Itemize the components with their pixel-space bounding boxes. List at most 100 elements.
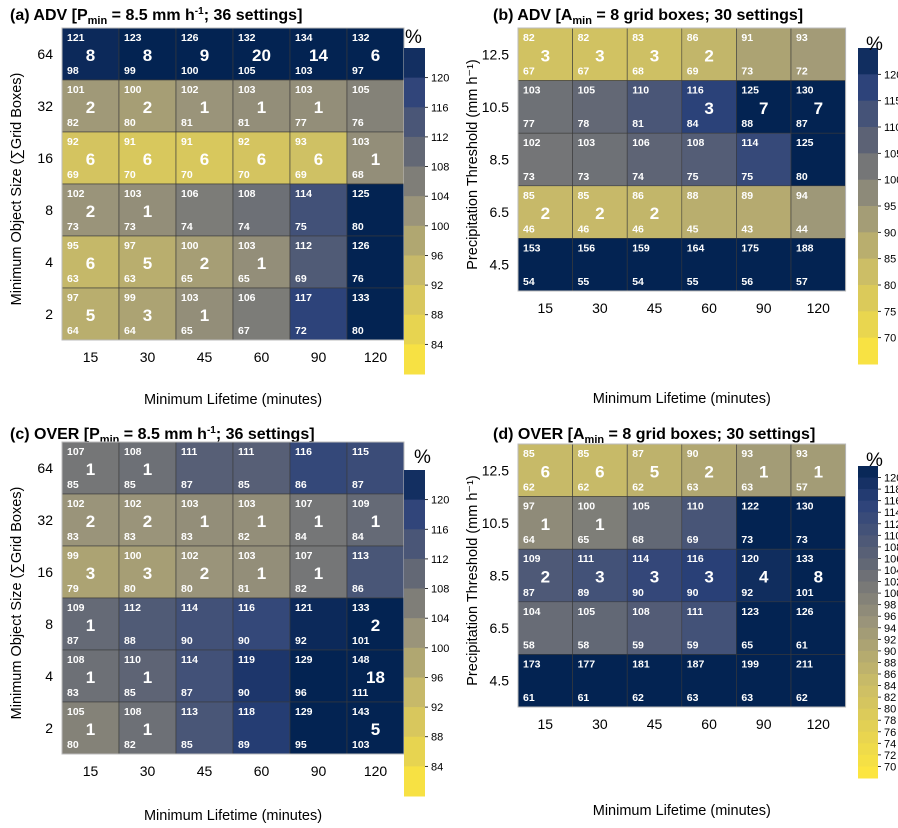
cell-top-value: 199 <box>741 658 759 670</box>
cell-bottom-value: 43 <box>741 223 753 235</box>
heatmap-cell <box>790 80 846 134</box>
colorbar-step <box>858 48 878 75</box>
heatmap-cell <box>517 496 573 550</box>
cell-top-value: 102 <box>181 550 199 562</box>
colorbar-step <box>858 477 878 490</box>
cell-top-value: 86 <box>687 32 699 44</box>
cell-bottom-value: 103 <box>352 739 370 751</box>
cell-count: 4 <box>759 568 769 587</box>
cell-count: 14 <box>309 46 328 65</box>
y-tick-label: 4.5 <box>490 673 510 689</box>
cell-top-value: 95 <box>67 240 79 252</box>
heatmap-cell <box>572 238 628 292</box>
colorbar-step <box>858 127 878 154</box>
colorbar-step <box>858 639 878 652</box>
cell-top-value: 82 <box>523 32 535 44</box>
cell-bottom-value: 59 <box>632 639 644 651</box>
cell-count: 3 <box>650 46 659 65</box>
colorbar-step <box>858 627 878 640</box>
y-tick-label: 16 <box>37 564 53 580</box>
cell-bottom-value: 70 <box>238 169 250 181</box>
cell-top-value: 85 <box>523 448 535 460</box>
cell-count: 1 <box>143 720 152 739</box>
cell-top-value: 148 <box>352 654 370 666</box>
cell-bottom-value: 67 <box>523 66 535 78</box>
colorbar-tick-label: 120 <box>431 73 449 85</box>
y-tick-label: 6.5 <box>490 620 510 636</box>
cell-top-value: 116 <box>238 602 255 614</box>
cell-top-value: 103 <box>238 84 256 96</box>
cell-bottom-value: 69 <box>67 169 79 181</box>
cell-bottom-value: 82 <box>67 117 79 129</box>
y-axis-label: Minimum Object Size (∑Grid Boxes) <box>9 73 25 306</box>
cell-bottom-value: 57 <box>796 482 808 494</box>
y-tick-label: 6.5 <box>490 204 510 220</box>
colorbar-step <box>404 588 425 619</box>
cell-top-value: 132 <box>352 32 370 44</box>
cell-top-value: 109 <box>67 602 85 614</box>
cell-top-value: 121 <box>67 32 85 44</box>
y-tick-label: 12.5 <box>482 462 509 478</box>
cell-top-value: 156 <box>578 242 596 254</box>
cell-bottom-value: 55 <box>578 276 590 288</box>
cell-count: 2 <box>86 512 95 531</box>
colorbar-step <box>404 166 425 197</box>
cell-top-value: 129 <box>295 654 313 666</box>
colorbar-tick-label: 100 <box>431 643 449 655</box>
heatmap-cell <box>736 238 792 292</box>
cell-top-value: 153 <box>523 242 541 254</box>
cell-bottom-value: 63 <box>687 482 699 494</box>
heatmap-cell <box>232 79 291 133</box>
cell-count: 2 <box>86 202 95 221</box>
heatmap-cell <box>572 132 628 187</box>
cell-top-value: 117 <box>295 292 312 304</box>
colorbar-unit-label: % <box>866 450 883 471</box>
y-tick-label: 12.5 <box>482 46 509 62</box>
heatmap-cell <box>681 548 737 603</box>
panel-title: (a) ADV [Pmin = 8.5 mm h-1; 36 settings] <box>10 6 302 27</box>
x-tick-label: 15 <box>538 716 554 732</box>
cell-count: 3 <box>143 564 152 583</box>
heatmap-cell <box>790 185 846 239</box>
x-tick-label: 90 <box>756 716 772 732</box>
cell-top-value: 118 <box>238 706 255 718</box>
cell-bottom-value: 87 <box>181 479 193 491</box>
colorbar-step <box>858 337 878 365</box>
cell-bottom-value: 73 <box>741 534 753 546</box>
colorbar-tick-label: 110 <box>884 530 898 542</box>
heatmap-cell <box>61 183 120 237</box>
y-tick-label: 8 <box>45 616 53 632</box>
cell-top-value: 100 <box>578 501 596 513</box>
cell-top-value: 108 <box>124 706 142 718</box>
cell-bottom-value: 103 <box>295 65 313 77</box>
heatmap-cell <box>736 80 792 134</box>
cell-top-value: 164 <box>687 242 705 254</box>
cell-bottom-value: 97 <box>352 65 364 77</box>
cell-top-value: 123 <box>741 606 759 618</box>
plot-frame <box>517 443 847 708</box>
cell-bottom-value: 69 <box>295 273 307 285</box>
cell-bottom-value: 77 <box>295 117 307 129</box>
y-tick-label: 4.5 <box>490 257 510 273</box>
colorbar-tick-label: 90 <box>884 646 896 658</box>
colorbar-unit-label: % <box>866 34 883 55</box>
cell-count: 7 <box>759 99 768 118</box>
colorbar-step <box>404 707 425 738</box>
colorbar-tick-label: 92 <box>431 280 443 292</box>
colorbar-tick-label: 105 <box>884 148 898 160</box>
cell-top-value: 112 <box>295 240 312 252</box>
colorbar-tick-label: 95 <box>884 201 896 213</box>
cell-count: 1 <box>371 512 380 531</box>
heatmap-cell <box>681 443 737 497</box>
x-tick-label: 45 <box>197 763 213 779</box>
cell-count: 5 <box>86 306 95 325</box>
cell-top-value: 116 <box>295 446 312 458</box>
cell-bottom-value: 80 <box>67 739 79 751</box>
cell-top-value: 111 <box>687 606 704 618</box>
colorbar-step <box>404 285 425 316</box>
cell-top-value: 88 <box>687 190 699 202</box>
cell-count: 3 <box>86 564 95 583</box>
cell-bottom-value: 58 <box>523 639 535 651</box>
y-tick-label: 8.5 <box>490 152 510 168</box>
cell-bottom-value: 80 <box>352 325 364 337</box>
